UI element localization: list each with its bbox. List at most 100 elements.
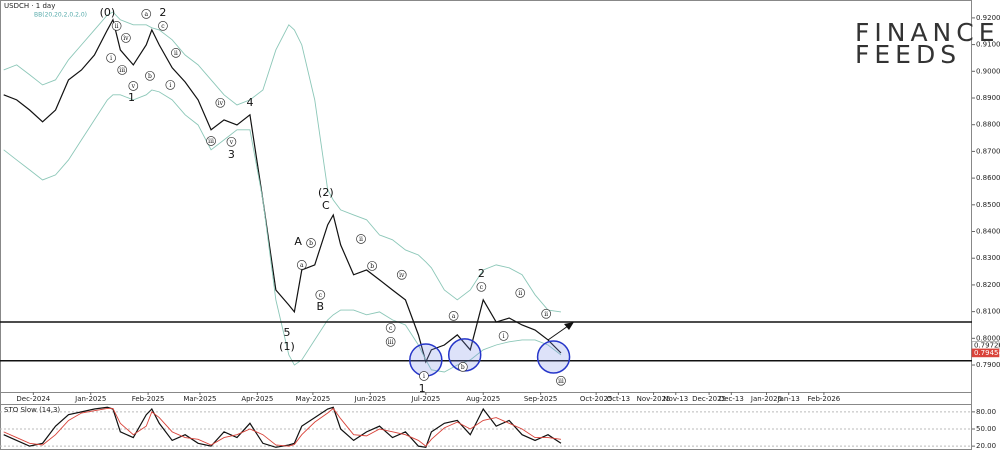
label-circle bbox=[306, 238, 316, 248]
x-tick-label: Jun-2025 bbox=[354, 395, 386, 403]
label-circle bbox=[476, 281, 487, 292]
price-label: 0.79454 bbox=[974, 349, 1000, 357]
circled-label: b bbox=[458, 362, 468, 372]
x-tick-label: Dec-2024 bbox=[16, 395, 50, 403]
label-text: ii bbox=[174, 50, 178, 57]
label-circle bbox=[206, 136, 216, 146]
price-label: 0.79726 bbox=[974, 342, 1000, 350]
label-text: iii bbox=[558, 378, 564, 385]
symbol: USDCH · 1 day bbox=[4, 2, 55, 10]
panel-title: STO Slow (14,3) bbox=[4, 406, 60, 414]
x-tick-label: Feb-2026 bbox=[808, 395, 841, 403]
label-text: a bbox=[144, 11, 148, 18]
series-line bbox=[3, 89, 562, 373]
wave-label: C bbox=[322, 199, 330, 212]
label-text: iii bbox=[119, 67, 125, 74]
x-tick-label: Oct-2025 bbox=[580, 395, 612, 403]
label-circle bbox=[171, 48, 181, 58]
y-tick-label: 80.00 bbox=[976, 408, 996, 416]
wave-label: 1 bbox=[419, 382, 426, 395]
circled-label: ii bbox=[356, 234, 366, 244]
circled-label: b bbox=[306, 238, 316, 248]
circled-label: c bbox=[385, 323, 396, 333]
label-circle bbox=[385, 323, 396, 333]
x-tick-label: Feb-2025 bbox=[132, 395, 165, 403]
label-text: b bbox=[461, 364, 465, 371]
x-tick-label: Jan-2026 bbox=[750, 395, 783, 403]
x-tick-label: Nov-2025 bbox=[637, 395, 671, 403]
price-label-box bbox=[971, 348, 1000, 358]
x-tick-label: Jan-2025 bbox=[74, 395, 106, 403]
label-text: ii bbox=[544, 311, 548, 318]
series-line bbox=[3, 406, 562, 448]
label-circle bbox=[158, 21, 168, 31]
circled-label: i bbox=[165, 80, 176, 90]
label-circle bbox=[226, 136, 237, 147]
x-tick-label: Dec-13 bbox=[719, 395, 744, 403]
label-circle bbox=[145, 70, 155, 81]
x-tick-label: Mar-2025 bbox=[183, 395, 216, 403]
label-circle bbox=[106, 53, 116, 63]
indicator-label: BB(20,20,2,0,2,0) bbox=[34, 12, 87, 19]
label-circle bbox=[117, 65, 128, 75]
highlight-circle bbox=[409, 343, 443, 377]
label-text: a bbox=[300, 262, 304, 269]
label-circle bbox=[111, 21, 122, 31]
circled-label: iv bbox=[215, 97, 226, 108]
wave-label: B bbox=[317, 300, 325, 313]
label-circle bbox=[385, 336, 396, 347]
circled-label: b bbox=[145, 70, 155, 81]
series-line bbox=[3, 11, 562, 313]
label-text: v bbox=[229, 139, 234, 146]
wave-label: (2) bbox=[318, 186, 334, 199]
label-circle bbox=[515, 288, 526, 298]
x-tick-label: Apr-2025 bbox=[241, 395, 273, 403]
circled-label: iv bbox=[396, 269, 407, 280]
wave-label: A bbox=[294, 235, 302, 248]
label-circle bbox=[367, 261, 377, 271]
x-tick-label: Sep-2025 bbox=[524, 395, 558, 403]
x-tick-label: Jan-13 bbox=[777, 395, 800, 403]
wave-label: (1) bbox=[279, 340, 295, 353]
label-text: ii bbox=[518, 290, 522, 297]
label-circle bbox=[128, 81, 139, 91]
wave-label: 4 bbox=[246, 96, 253, 109]
label-circle bbox=[396, 269, 407, 280]
label-text: b bbox=[370, 263, 374, 270]
label-circle bbox=[356, 234, 366, 244]
x-tick-label: Oct-13 bbox=[607, 395, 631, 403]
label-text: a bbox=[452, 313, 456, 320]
label-circle bbox=[556, 375, 566, 386]
wave-label: (0) bbox=[100, 6, 116, 19]
label-circle bbox=[498, 331, 509, 341]
x-tick-label: Dec-2025 bbox=[692, 395, 726, 403]
x-tick-label: Jul-2025 bbox=[410, 395, 440, 403]
circled-label: a bbox=[141, 9, 152, 19]
label-text: ii bbox=[115, 23, 119, 30]
label-circle bbox=[215, 97, 226, 108]
label-text: b bbox=[309, 240, 313, 247]
y-tick-label: 20.00 bbox=[976, 442, 996, 450]
y-tick-label: 50.00 bbox=[976, 425, 996, 433]
circled-label: ii bbox=[111, 21, 122, 31]
label-circle bbox=[419, 371, 429, 381]
label-text: iv bbox=[123, 35, 129, 42]
circled-label: iii bbox=[206, 136, 216, 146]
label-text: ii bbox=[359, 236, 363, 243]
x-tick-label: Nov-13 bbox=[663, 395, 688, 403]
circled-label: ii bbox=[515, 288, 526, 298]
circled-label: i bbox=[106, 53, 116, 63]
circled-label: c bbox=[158, 21, 168, 31]
y-tick-label: 0.79000 bbox=[976, 361, 1000, 369]
circled-label: a bbox=[448, 311, 459, 321]
